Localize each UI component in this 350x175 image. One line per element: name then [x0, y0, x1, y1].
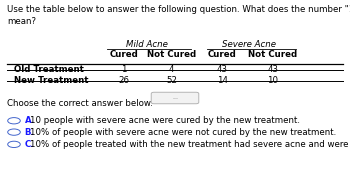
- Text: 10 people with severe acne were cured by the new treatment.: 10 people with severe acne were cured by…: [30, 116, 300, 125]
- Text: C.: C.: [25, 140, 34, 149]
- Text: 10: 10: [267, 76, 279, 85]
- Text: 1: 1: [121, 65, 127, 74]
- Text: 10% of people treated with the new treatment had severe acne and were not cured.: 10% of people treated with the new treat…: [30, 140, 350, 149]
- Text: Choose the correct answer below.: Choose the correct answer below.: [7, 99, 153, 108]
- Text: Cured: Cured: [208, 50, 237, 59]
- Text: Cured: Cured: [110, 50, 139, 59]
- Text: A.: A.: [25, 116, 35, 125]
- Text: Severe Acne: Severe Acne: [222, 40, 275, 49]
- Text: Old Treatment: Old Treatment: [14, 65, 84, 74]
- Text: ...: ...: [172, 95, 178, 100]
- Text: 52: 52: [166, 76, 177, 85]
- Text: 43: 43: [217, 65, 228, 74]
- Text: Not Cured: Not Cured: [248, 50, 298, 59]
- Text: Use the table below to answer the following question. What does the number "10" : Use the table below to answer the follow…: [7, 5, 350, 26]
- Text: 43: 43: [267, 65, 279, 74]
- Text: 14: 14: [217, 76, 228, 85]
- Text: New Treatment: New Treatment: [14, 76, 89, 85]
- FancyBboxPatch shape: [151, 92, 199, 104]
- Text: Mild Acne: Mild Acne: [126, 40, 168, 49]
- Text: 26: 26: [119, 76, 130, 85]
- Text: 4: 4: [169, 65, 174, 74]
- Text: Not Cured: Not Cured: [147, 50, 196, 59]
- Text: 10% of people with severe acne were not cured by the new treatment.: 10% of people with severe acne were not …: [30, 128, 336, 137]
- Text: B.: B.: [25, 128, 34, 137]
